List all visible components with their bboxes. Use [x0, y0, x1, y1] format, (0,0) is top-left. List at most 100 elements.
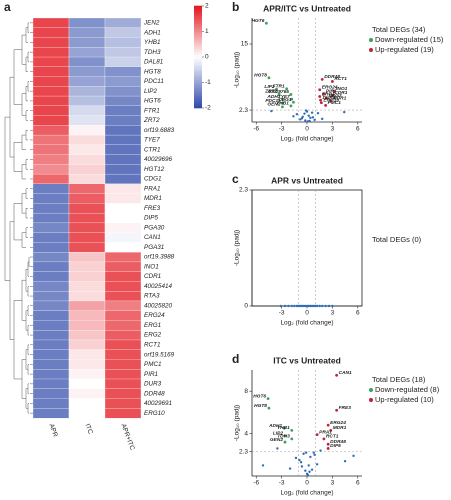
- data-point: [289, 93, 293, 96]
- data-point: [332, 89, 336, 93]
- row-label: PIR1: [144, 371, 158, 378]
- data-point: [279, 304, 282, 308]
- heatmap-cell: [32, 291, 70, 302]
- data-point: [313, 118, 316, 122]
- heatmap-cell: [104, 330, 142, 341]
- heatmap-cell: [68, 144, 106, 155]
- heatmap-cell: [68, 27, 106, 38]
- row-label: DAL81: [144, 59, 163, 66]
- point-label: DDR48: [324, 74, 340, 80]
- x-tick-label: -6: [253, 480, 259, 487]
- data-point: [282, 426, 286, 430]
- colorbar-step: [194, 18, 202, 22]
- point-label: ERG2: [328, 93, 341, 99]
- row-label: PGA31: [144, 244, 164, 251]
- point-label: RCT1: [326, 434, 339, 440]
- heatmap-cell: [104, 134, 142, 146]
- row-label: DUR3: [144, 381, 162, 388]
- heatmap-cell: [32, 408, 70, 419]
- heatmap-cell: [32, 203, 70, 214]
- data-point: [307, 304, 310, 308]
- colorbar-step: [194, 49, 202, 53]
- panel-label: a: [4, 0, 11, 14]
- heatmap-cell: [68, 115, 106, 126]
- heatmap-cell: [104, 154, 142, 165]
- heatmap-cell: [32, 232, 70, 243]
- data-point: [302, 452, 305, 455]
- heatmap-cell: [32, 183, 70, 194]
- heatmap-cell: [104, 310, 142, 321]
- row-label: PDC11: [144, 78, 164, 85]
- colorbar-step: [194, 79, 202, 83]
- point-label: YHB1: [277, 425, 290, 431]
- heatmap-cell: [32, 95, 70, 107]
- row-label: ADH1: [143, 29, 161, 36]
- point-label: RCT1: [334, 76, 347, 82]
- row-label: PRA1: [144, 185, 160, 192]
- point-label: CDR1: [334, 90, 347, 96]
- heatmap-cell: [104, 125, 142, 136]
- data-point: [290, 97, 294, 101]
- colorbar-step: [194, 15, 202, 20]
- heatmap-cell: [104, 193, 142, 204]
- heatmap-cell: [68, 193, 106, 204]
- row-label: ERG1: [144, 322, 161, 329]
- data-point: [290, 437, 294, 441]
- heatmap-cell: [104, 281, 142, 292]
- row-label: TDH3: [144, 49, 161, 56]
- data-point: [281, 97, 284, 101]
- data-point: [307, 114, 310, 117]
- column-label: ITC: [84, 423, 94, 436]
- point-label: YHB1: [276, 101, 289, 107]
- heatmap-cell: [68, 398, 106, 409]
- heatmap-cell: [68, 56, 106, 68]
- heatmap-cell: [68, 47, 106, 58]
- data-point: [295, 113, 299, 116]
- heatmap-cell: [32, 398, 70, 409]
- heatmap-cell: [68, 212, 106, 224]
- heatmap-cell: [104, 388, 142, 399]
- colorbar-step: [194, 69, 202, 73]
- data-point: [322, 92, 326, 96]
- data-point: [343, 459, 347, 463]
- heatmap-cell: [68, 232, 106, 243]
- heatmap-cell: [68, 17, 106, 29]
- heatmap-cell: [104, 203, 142, 214]
- heatmap-cell: [104, 408, 142, 419]
- data-point: [304, 451, 308, 454]
- point-label: FRE3: [339, 405, 352, 411]
- x-tick-label: 6: [356, 126, 360, 133]
- row-label: CDR1: [144, 273, 161, 280]
- data-point: [293, 304, 296, 308]
- data-point: [306, 473, 310, 477]
- heatmap-cell: [68, 300, 106, 312]
- heatmap-cell: [68, 369, 106, 380]
- point-label: PDC11: [265, 98, 280, 104]
- heatmap-cell: [32, 173, 70, 185]
- y-tick-label: 8: [244, 388, 248, 395]
- data-point: [321, 304, 324, 308]
- heatmap-cell: [32, 359, 70, 370]
- data-point: [319, 101, 323, 105]
- colorbar-step: [194, 105, 202, 109]
- panel-label: b: [232, 0, 239, 14]
- heatmap-cell: [104, 339, 142, 351]
- colorbar-step: [194, 89, 202, 93]
- data-point: [300, 465, 304, 468]
- point-label: TYE7: [278, 94, 290, 100]
- heatmap-cell: [104, 291, 142, 302]
- data-point: [304, 304, 307, 308]
- data-point: [285, 87, 289, 91]
- heatmap-cell: [104, 115, 142, 126]
- colorbar-step: [194, 94, 202, 99]
- row-label: FTR1: [144, 107, 160, 114]
- heatmap-cell: [32, 125, 70, 136]
- x-tick-label: 6: [356, 480, 360, 487]
- row-label: ERG2: [144, 332, 162, 339]
- data-point: [320, 77, 324, 81]
- data-point: [311, 116, 315, 119]
- data-point: [326, 442, 330, 446]
- heatmap-cell: [68, 105, 106, 116]
- heatmap-cell: [104, 320, 142, 331]
- colorbar-step: [194, 5, 202, 9]
